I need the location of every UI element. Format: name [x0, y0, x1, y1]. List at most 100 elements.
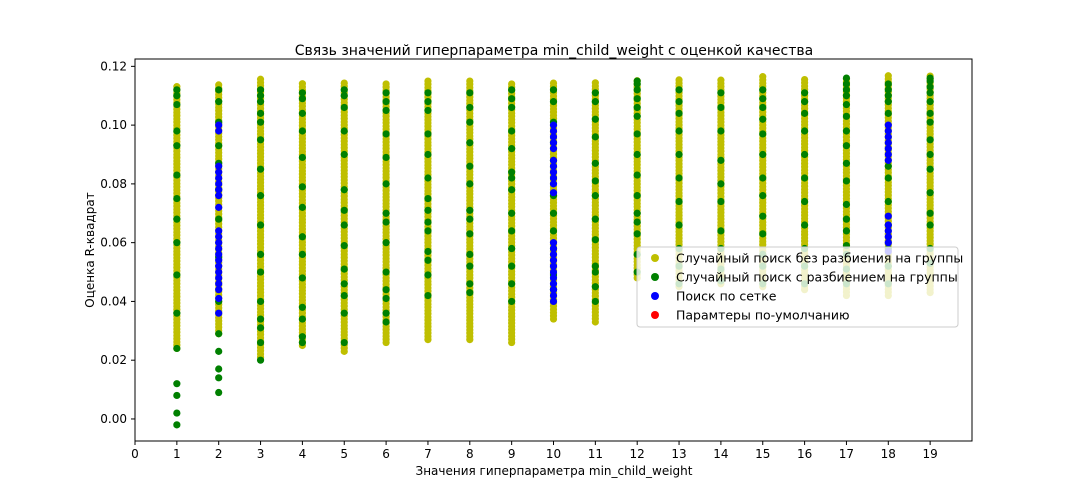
data-point-random-groups	[382, 268, 390, 276]
data-point-random-groups	[298, 274, 306, 282]
data-point-random-groups	[675, 109, 683, 117]
data-point-random-groups	[591, 115, 599, 123]
data-point-random-groups	[256, 297, 265, 306]
legend-label: Случайный поиск без разбиения на группы	[676, 251, 963, 266]
data-point-random-groups	[508, 227, 516, 235]
data-point-random-groups	[382, 153, 390, 162]
data-point-random-groups	[173, 215, 181, 223]
data-point-random-groups	[675, 150, 683, 159]
data-point-random-groups	[466, 118, 474, 126]
data-point-grid-search	[549, 139, 558, 147]
x-tick-label: 16	[797, 447, 812, 461]
data-point-random-groups	[340, 338, 348, 347]
data-point-random-groups	[675, 174, 683, 182]
x-axis-label: Значения гиперпараметра min_child_weight	[416, 464, 693, 478]
scatter-points	[173, 72, 934, 429]
data-point-random-groups	[633, 86, 641, 94]
data-point-random-no-groups	[801, 75, 809, 84]
data-point-random-groups	[926, 118, 934, 126]
y-axis-ticks: 0.00 0.02 0.04 0.06 0.08 0.10 0.12	[100, 59, 135, 426]
data-point-random-groups	[382, 130, 390, 138]
data-point-grid-search	[549, 145, 558, 153]
data-point-random-groups	[256, 356, 265, 364]
data-point-random-groups	[173, 391, 181, 400]
data-point-random-groups	[424, 150, 432, 159]
y-tick-label: 0.08	[100, 177, 127, 191]
data-point-random-groups	[508, 262, 516, 270]
data-point-random-groups	[466, 89, 474, 97]
data-point-random-groups	[466, 139, 474, 147]
data-point-random-groups	[759, 230, 767, 238]
data-point-random-groups	[842, 86, 851, 94]
data-point-random-groups	[717, 227, 725, 235]
data-point-random-groups	[466, 289, 474, 297]
data-point-random-groups	[926, 150, 934, 159]
data-point-random-groups	[675, 127, 683, 135]
data-point-random-groups	[508, 186, 516, 194]
data-point-random-groups	[256, 92, 265, 100]
data-point-random-no-groups	[424, 77, 432, 85]
data-point-grid-search	[884, 239, 892, 247]
data-point-random-groups	[591, 215, 599, 223]
data-point-random-no-groups	[466, 77, 474, 85]
data-point-random-groups	[340, 221, 348, 229]
data-point-random-groups	[884, 92, 892, 100]
x-tick-label: 2	[215, 447, 223, 461]
data-point-grid-search	[215, 121, 223, 129]
data-point-random-groups	[591, 98, 599, 106]
x-tick-label: 18	[881, 447, 896, 461]
data-point-random-groups	[508, 103, 516, 112]
data-point-random-groups	[382, 180, 390, 188]
data-point-random-groups	[340, 280, 348, 288]
data-point-random-groups	[424, 206, 432, 214]
data-point-random-groups	[508, 297, 516, 306]
data-point-random-groups	[215, 347, 223, 355]
data-point-random-no-groups	[340, 79, 348, 87]
data-point-random-groups	[508, 280, 516, 288]
data-point-random-groups	[173, 142, 181, 150]
data-point-random-groups	[591, 236, 599, 244]
data-point-random-groups	[801, 127, 809, 135]
data-point-random-groups	[926, 89, 934, 97]
data-point-random-groups	[256, 136, 265, 144]
data-point-random-groups	[842, 74, 851, 82]
x-tick-label: 0	[131, 447, 139, 461]
data-point-random-groups	[926, 83, 934, 91]
data-point-random-groups	[508, 209, 516, 217]
data-point-random-groups	[298, 127, 306, 135]
data-point-random-groups	[801, 98, 809, 106]
data-point-grid-search	[884, 121, 892, 129]
data-point-random-no-groups	[549, 79, 558, 87]
data-point-random-groups	[256, 192, 265, 200]
data-point-grid-search	[215, 174, 223, 182]
data-point-random-groups	[382, 294, 390, 303]
data-point-random-groups	[466, 215, 474, 223]
data-point-random-groups	[215, 142, 223, 150]
data-point-grid-search	[215, 186, 223, 194]
data-point-grid-search	[549, 274, 558, 282]
data-point-random-groups	[633, 150, 641, 159]
data-point-random-no-groups	[675, 76, 683, 84]
data-point-random-groups	[215, 98, 223, 106]
data-point-random-groups	[591, 89, 599, 97]
data-point-random-groups	[173, 171, 181, 179]
data-point-random-groups	[884, 174, 892, 182]
data-point-random-groups	[801, 221, 809, 229]
data-point-random-no-groups	[508, 80, 516, 88]
data-point-random-no-groups	[717, 76, 725, 84]
data-point-random-groups	[256, 315, 265, 323]
data-point-random-groups	[173, 409, 181, 417]
data-point-random-groups	[842, 177, 851, 185]
data-point-random-groups	[926, 189, 934, 197]
x-tick-label: 19	[923, 447, 938, 461]
data-point-random-groups	[633, 77, 641, 85]
x-tick-label: 6	[382, 447, 390, 461]
data-point-grid-search	[549, 250, 558, 259]
data-point-random-groups	[717, 180, 725, 188]
x-tick-label: 5	[340, 447, 348, 461]
y-tick-label: 0.00	[100, 412, 127, 426]
legend-marker	[651, 292, 659, 300]
data-point-random-no-groups	[382, 80, 390, 88]
data-point-random-groups	[340, 150, 348, 159]
data-point-grid-search	[215, 192, 223, 200]
